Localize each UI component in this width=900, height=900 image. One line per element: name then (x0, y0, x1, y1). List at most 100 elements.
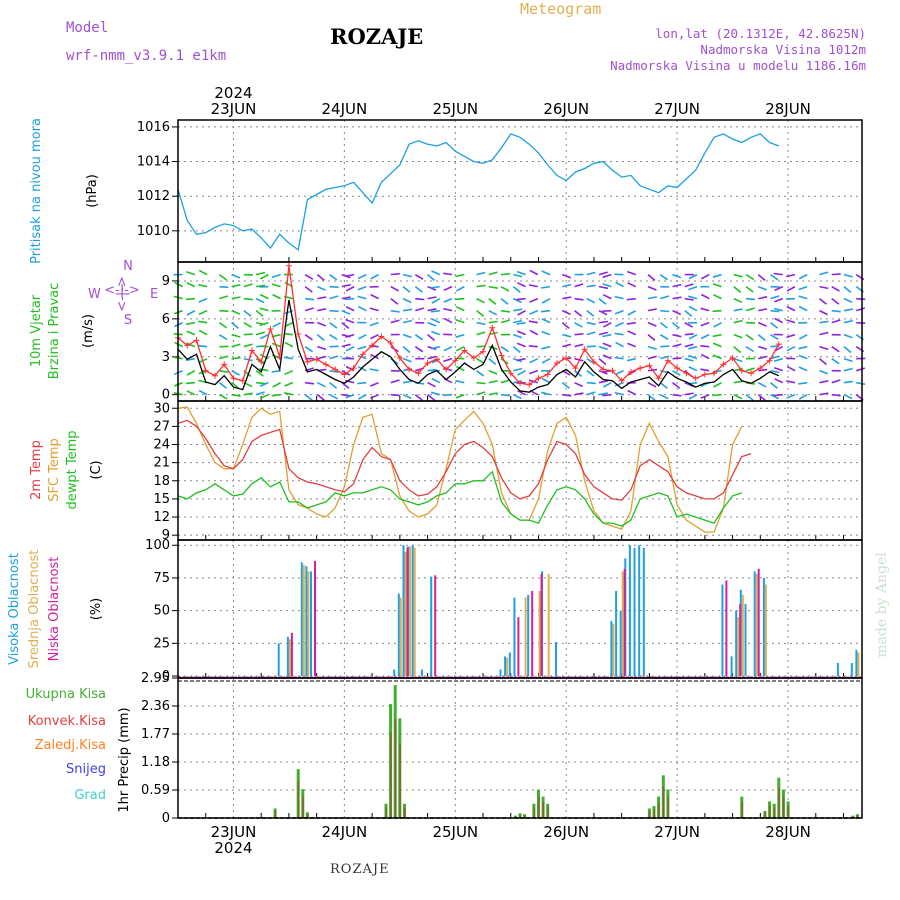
model-elevation-label: Nadmorska Visina u modelu 1186.16m (610, 58, 866, 73)
date-label-top: 28JUN (765, 100, 811, 118)
precip-conv-bar (538, 796, 540, 818)
wind-arrow (774, 378, 784, 384)
wind-arrow (647, 285, 657, 291)
wind-speed-line (177, 299, 780, 393)
wind-arrow (357, 381, 367, 385)
wind-arrow (818, 358, 827, 366)
wind-arrow (488, 320, 498, 324)
precip-conv-bar (302, 796, 304, 818)
wind-arrow (745, 273, 755, 281)
wind-arrow (818, 298, 828, 305)
wind-arrow (476, 321, 486, 326)
wind-arrow (561, 382, 570, 389)
wind-arrow (341, 382, 350, 389)
wind-arrow (430, 285, 440, 289)
wind-arrow (598, 358, 607, 366)
wind-arrow (659, 382, 668, 389)
wind-arrow (427, 334, 436, 342)
cloud-bar (739, 604, 742, 676)
y-tick-label-wind: 3 (162, 350, 170, 365)
gust-marker (563, 355, 570, 362)
wind-arrow (586, 321, 596, 326)
wind-arrow (456, 285, 465, 292)
wind-arrow (770, 295, 780, 300)
gust-marker (304, 358, 311, 365)
wind-arrow (304, 273, 314, 280)
precip-conv-bar (542, 802, 545, 818)
wind-arrow (358, 333, 367, 340)
wind-arrow (476, 297, 485, 304)
y-tick-label-precip: 0 (162, 811, 170, 826)
wind-arrow (369, 368, 379, 372)
wind-arrow (455, 345, 465, 352)
wind-arrow (786, 273, 796, 278)
wind-arrow (541, 270, 551, 276)
wind-arrow (843, 286, 852, 294)
gust-marker (267, 325, 274, 332)
wind-arrow (562, 273, 572, 279)
wind-arrow (770, 322, 779, 329)
precip-conv-bar (274, 810, 277, 818)
wind-arrow (431, 270, 441, 276)
wind-arrow (513, 308, 523, 312)
wind-arrow (712, 309, 722, 313)
wind-arrow (329, 382, 338, 389)
cloud-bar (506, 657, 509, 676)
wind-arrow (186, 281, 196, 288)
lonlat-label: lon,lat (20.1312E, 42.8625N) (655, 26, 866, 41)
precip-ylabel: 1hr Precip (mm) (117, 707, 132, 812)
wind-arrow (271, 369, 281, 373)
cloud-bar (836, 663, 839, 677)
wind-arrow (255, 310, 264, 317)
wind-arrow (831, 358, 840, 365)
bottom-station-label: ROZAJE (330, 862, 390, 877)
cloud-bar (517, 617, 520, 677)
wind-arrow (602, 333, 612, 338)
precip-conv-bar (769, 805, 771, 818)
wind-arrow (402, 286, 411, 293)
cloud-bar (310, 571, 312, 676)
wind-arrow (357, 273, 367, 280)
gust-marker (415, 370, 422, 377)
wind-arrow (614, 356, 624, 360)
wind-arrow (528, 345, 538, 348)
wind-arrow (574, 333, 584, 336)
wind-arrow (602, 293, 612, 300)
wind-arrow (647, 355, 657, 360)
wind-arrow (598, 298, 607, 305)
wind-arrow (598, 392, 609, 396)
wind-arrow (757, 321, 767, 327)
wind-arrow (329, 333, 338, 341)
wind-arrow (647, 274, 656, 282)
wind-arrow (647, 394, 656, 401)
wind-arrow (819, 285, 829, 290)
wind-arrow (700, 333, 710, 340)
wind-arrow (357, 285, 367, 291)
wind-arrow (561, 309, 571, 316)
cloud-bar (406, 547, 409, 676)
wind-arrow (476, 357, 485, 364)
wind-arrow (476, 271, 486, 276)
wind-arrow (443, 317, 453, 324)
precip-bars (273, 685, 859, 818)
high-cloud-ylabel: Visoka Oblacnost (7, 553, 22, 665)
wind-arrow (243, 321, 253, 328)
wind-arrow (672, 343, 682, 348)
wind-arrow (688, 333, 698, 340)
wind-arrow (513, 333, 523, 339)
wind-arrow (602, 283, 612, 288)
cloud-bar (721, 584, 724, 677)
year-label-bottom: 2024 (214, 839, 252, 857)
gust-marker (683, 370, 690, 377)
dewpt-ylabel: dewpt Temp (65, 430, 80, 509)
wind-arrow (271, 393, 281, 397)
wind-arrow (541, 330, 551, 336)
wind-arrow (786, 285, 796, 292)
gust-marker (775, 341, 782, 348)
precip-conv-bar (667, 796, 669, 818)
wind-arrow (660, 309, 670, 313)
gust-marker (600, 366, 607, 373)
wind-arrow (770, 309, 780, 313)
wind-arrow (598, 285, 609, 290)
wind-arrow (712, 273, 722, 278)
